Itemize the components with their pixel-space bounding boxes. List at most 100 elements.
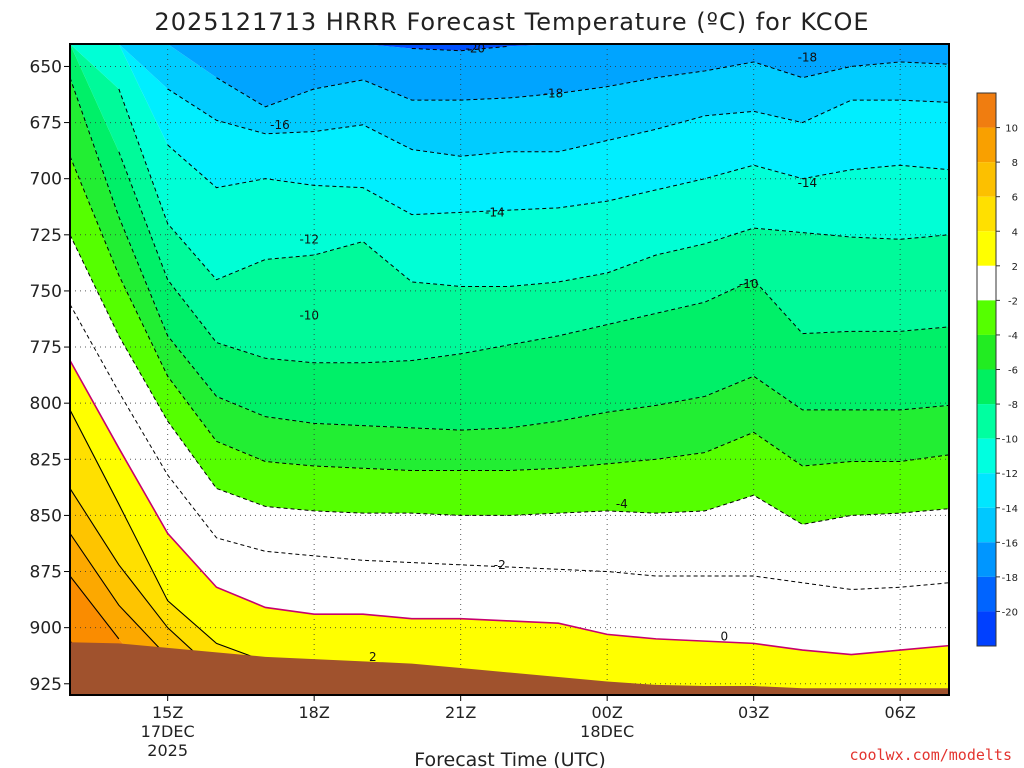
y-tick-label: 825: [30, 450, 62, 470]
colorbar-swatch: [977, 473, 996, 508]
y-tick-label: 875: [30, 563, 62, 583]
isotherm--18: [216, 61, 949, 108]
contour-label: -10: [739, 277, 759, 291]
colorbar-label: -4: [1008, 331, 1018, 342]
colorbar-swatch: [977, 127, 996, 163]
y-tick-label: 700: [30, 170, 62, 190]
y-tick-label: 925: [30, 675, 62, 695]
colorbar-swatch: [977, 231, 996, 266]
colorbar-swatch: [977, 542, 996, 577]
colorbar-label: 6: [1012, 193, 1018, 204]
contour-label: -14: [798, 176, 818, 190]
x-axis-title: Forecast Time (UTC): [414, 749, 605, 768]
contour-label: 0: [721, 630, 729, 644]
colorbar-label: -10: [1002, 435, 1018, 446]
isotherm--4: [70, 234, 949, 525]
grid-lines: [70, 44, 949, 695]
colorbar-label: 4: [1012, 227, 1018, 238]
terrain-surface: [70, 642, 949, 695]
band--2: [70, 234, 949, 590]
colorbar-swatch: [977, 507, 996, 543]
colorbar-label: -6: [1008, 366, 1018, 377]
terrain-fill: [70, 642, 949, 695]
y-tick-label: 850: [30, 506, 62, 526]
contour-label: -2: [494, 558, 506, 572]
contour-label: -12: [299, 232, 319, 246]
x-tick-year: 2025: [147, 741, 188, 760]
band--18: [70, 44, 949, 107]
credit-text: coolwx.com/modelts: [849, 746, 1012, 764]
contour-label: -20: [466, 41, 486, 55]
colorbar-label: -18: [1002, 573, 1018, 584]
colorbar-swatch: [977, 611, 996, 646]
colorbar-label: -2: [1008, 296, 1018, 307]
colorbar-label: 8: [1012, 158, 1018, 169]
colorbar-swatch: [977, 300, 996, 335]
colorbar-label: 2: [1012, 262, 1018, 273]
x-tick-label: 06Z: [885, 703, 916, 722]
contour-labels: -20 -18 -18 -16 -14 -14 -12 -10 -10 -4 -2 2 0: [270, 41, 818, 664]
colorbar-swatch: [977, 438, 996, 474]
colorbar-swatch: [977, 196, 996, 232]
contour-label: -14: [485, 205, 505, 219]
band--12: [70, 44, 949, 287]
colorbar-label: -14: [1002, 504, 1018, 515]
y-axis-ticks: 650 675 700 725 750 775 800 825 850 875 900 925: [30, 57, 70, 695]
chart-title: 2025121713 HRRR Forecast Temperature (ºC…: [154, 8, 869, 36]
colorbar-swatch: [977, 369, 996, 405]
x-tick-label: 21Z: [445, 703, 476, 722]
contour-label: -4: [616, 497, 628, 511]
isotherm-0: [70, 360, 949, 656]
band--6: [70, 77, 949, 471]
colorbar-label: 10: [1005, 124, 1018, 135]
isotherm--12: [118, 88, 949, 287]
x-tick-label: 18Z: [299, 703, 330, 722]
colorbar-swatch: [977, 576, 996, 612]
band--16: [70, 44, 949, 157]
contour-label: -18: [544, 86, 564, 100]
x-tick-label: 03Z: [738, 703, 769, 722]
colorbar-label: -12: [1002, 469, 1018, 480]
y-tick-label: 725: [30, 226, 62, 246]
colorbar-label: -16: [1002, 538, 1018, 549]
y-tick-label: 675: [30, 114, 62, 134]
y-tick-label: 650: [30, 57, 62, 77]
colorbar-legend: 10 8 6 4 2 -2 -4 -6 -8 -10 -12 -14 -16 -18 -20: [976, 92, 1018, 647]
isotherm--8: [70, 77, 949, 431]
isotherm--20: [411, 45, 510, 52]
colorbar-swatch: [977, 93, 996, 128]
isotherm--10: [118, 151, 949, 364]
x-tick-label: 00Z: [592, 703, 623, 722]
contour-label: 2: [369, 650, 377, 664]
contour-label: -10: [299, 309, 319, 323]
x-tick-label: 15Z: [152, 703, 183, 722]
colorbar-label: -20: [1002, 607, 1018, 618]
colorbar-label: -8: [1008, 400, 1018, 411]
colorbar-swatch: [977, 162, 996, 197]
y-tick-label: 900: [30, 619, 62, 639]
colorbar-swatch: [977, 334, 996, 370]
band-0: [70, 304, 949, 655]
isotherm--6: [70, 156, 949, 472]
isotherm--2: [70, 304, 949, 590]
y-tick-label: 800: [30, 394, 62, 414]
contour-label: -16: [270, 118, 290, 132]
isotherm--14: [167, 144, 949, 216]
x-tick-date: 18DEC: [580, 722, 634, 741]
isotherm--16: [167, 88, 949, 157]
band-coldest: [70, 44, 949, 51]
colorbar-swatch: [977, 265, 996, 301]
plot-area: -20 -18 -18 -16 -14 -14 -12 -10 -10 -4 -2 2 0: [70, 41, 949, 695]
band--8: [70, 44, 949, 431]
band--10: [70, 44, 949, 363]
y-tick-label: 750: [30, 282, 62, 302]
plot-frame: [69, 43, 950, 696]
temperature-bands: [70, 44, 949, 695]
x-tick-date: 17DEC: [141, 722, 195, 741]
isotherm-4: [70, 488, 217, 673]
isotherm-6: [70, 533, 169, 658]
contour-label: -18: [798, 50, 818, 64]
y-tick-label: 775: [30, 338, 62, 358]
